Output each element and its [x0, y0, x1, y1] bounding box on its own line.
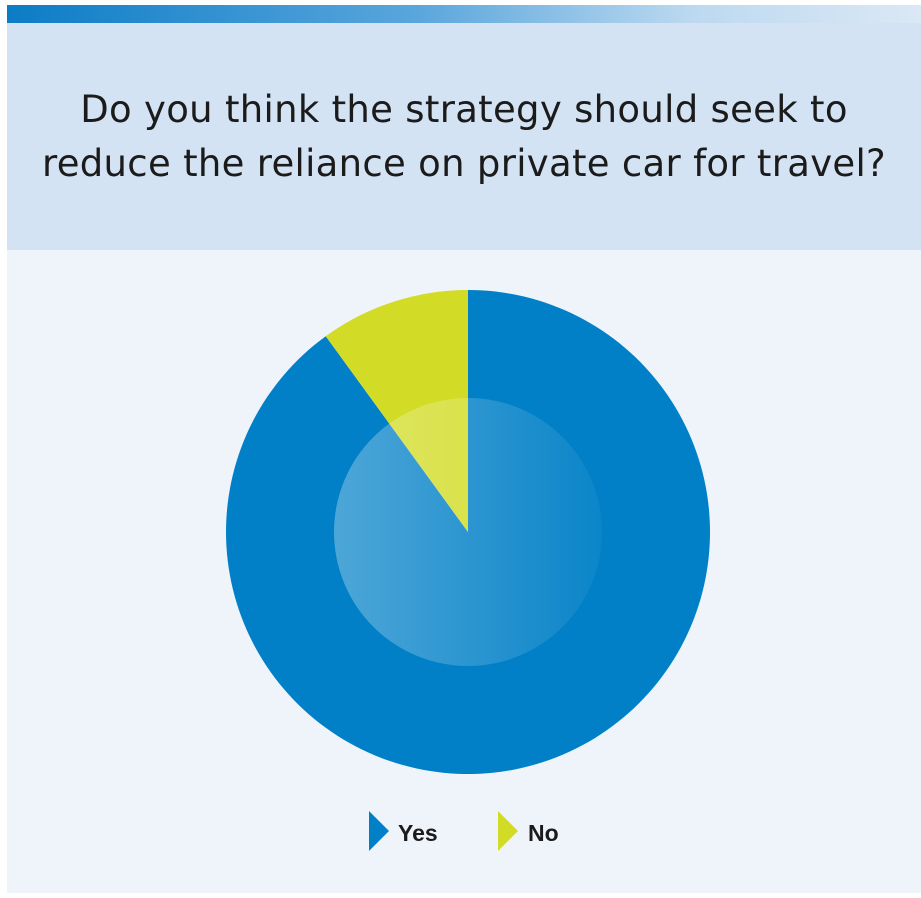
- legend-label-yes: Yes: [398, 820, 438, 846]
- chart-card: Do you think the strategy should seek to…: [7, 5, 921, 893]
- legend-item-no: No: [498, 811, 559, 851]
- legend: Yes No: [369, 811, 559, 851]
- legend-label-no: No: [528, 820, 559, 846]
- pie-chart: Yes No: [226, 290, 711, 851]
- legend-marker-no: [498, 811, 518, 851]
- chart-title: Do you think the strategy should seek to…: [42, 87, 886, 185]
- question-header: Do you think the strategy should seek to…: [7, 23, 921, 250]
- legend-marker-yes: [369, 811, 389, 851]
- accent-bar: [7, 5, 921, 23]
- legend-item-yes: Yes: [369, 811, 438, 851]
- pie-inner-highlight: [334, 398, 602, 666]
